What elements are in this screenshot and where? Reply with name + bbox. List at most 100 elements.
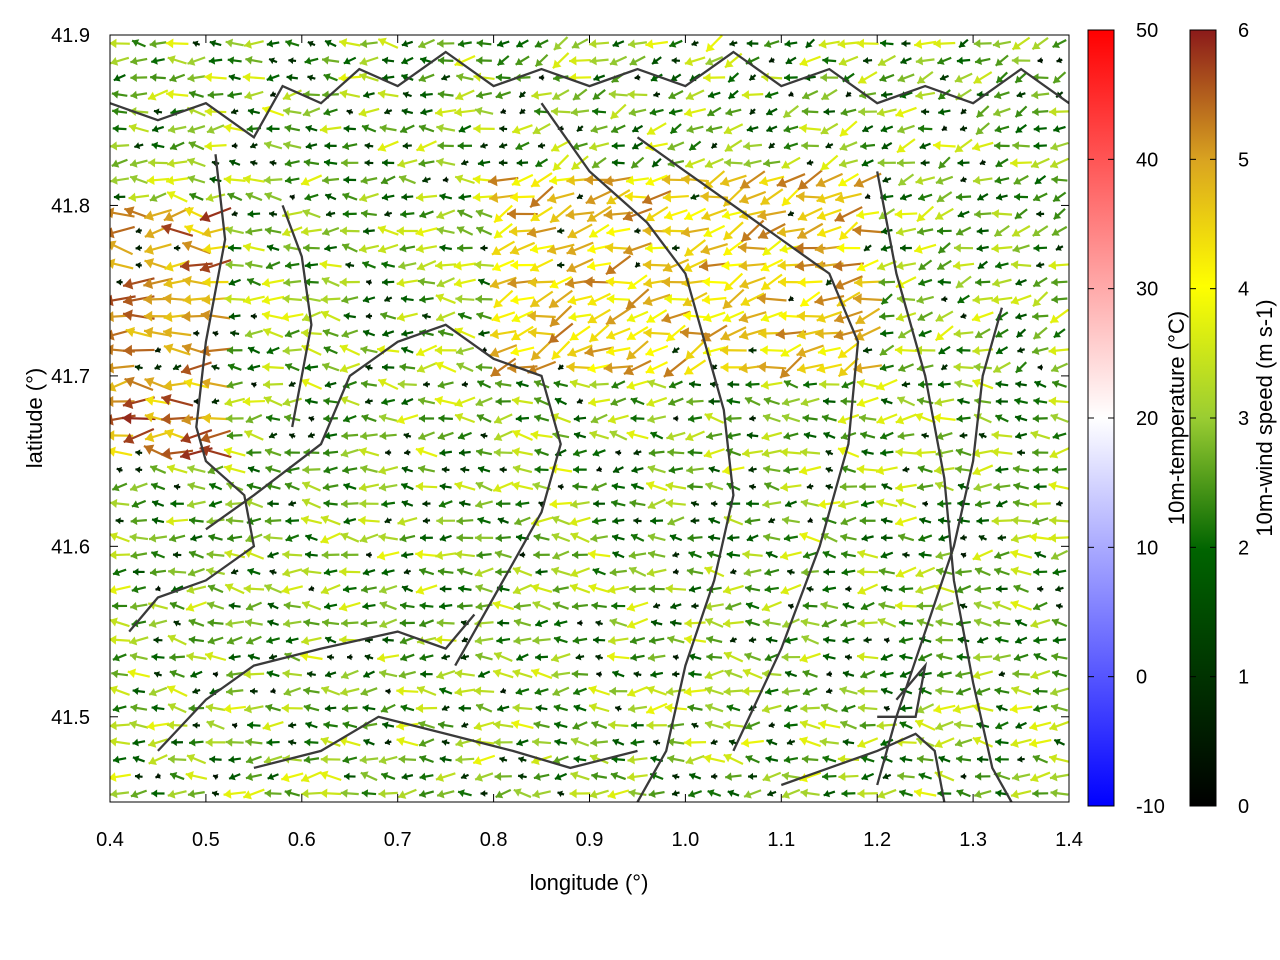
- wind-arrow: [384, 108, 393, 115]
- wind-arrow: [587, 292, 611, 306]
- wind-arrow: [245, 227, 263, 236]
- wind-arrow: [878, 567, 895, 576]
- wind-arrow: [856, 209, 880, 220]
- wind-arrow: [973, 39, 992, 49]
- wind-arrow: [629, 584, 646, 594]
- wind-arrow: [783, 142, 799, 151]
- wind-arrow: [796, 344, 824, 358]
- wind-arrow: [760, 258, 784, 272]
- wind-arrow: [880, 397, 893, 405]
- wind-arrow: [994, 176, 1010, 185]
- wind-arrow: [377, 225, 399, 236]
- wind-arrow: [418, 567, 435, 576]
- x-axis-label: longitude (°): [530, 870, 649, 895]
- wind-arrow: [973, 362, 992, 372]
- wind-arrow: [573, 431, 587, 440]
- wind-arrow: [247, 465, 261, 474]
- wind-arrow: [319, 124, 342, 134]
- wind-arrow: [863, 56, 873, 65]
- wind-arrow: [837, 341, 860, 359]
- wind-arrow: [591, 720, 608, 730]
- wind-arrow: [398, 174, 416, 185]
- wind-arrow: [899, 721, 913, 730]
- wind-arrow: [381, 278, 395, 287]
- wind-arrow: [971, 141, 994, 152]
- wind-arrow: [264, 789, 282, 798]
- wind-arrow: [573, 755, 587, 764]
- wind-arrow: [557, 261, 565, 269]
- wind-arrow: [473, 686, 495, 696]
- wind-arrow: [815, 172, 843, 188]
- wind-arrow: [415, 584, 438, 595]
- wind-arrow: [607, 414, 629, 425]
- wind-arrow: [955, 567, 972, 577]
- wind-arrow: [978, 432, 987, 440]
- wind-arrow: [667, 448, 685, 457]
- wind-arrow: [955, 670, 972, 679]
- wind-arrow: [825, 466, 834, 474]
- wind-arrow: [155, 585, 161, 592]
- wind-arrow: [955, 447, 972, 457]
- wind-arrow: [1052, 431, 1067, 440]
- wind-arrow: [457, 243, 473, 253]
- wind-arrow: [396, 736, 419, 747]
- wind-arrow: [596, 466, 602, 473]
- wind-arrow: [474, 260, 494, 270]
- wind-arrow: [916, 754, 934, 764]
- wind-arrow: [802, 414, 818, 423]
- wind-arrow: [992, 600, 1012, 611]
- wind-arrow: [382, 56, 395, 65]
- wind-arrow: [438, 687, 453, 695]
- wind-arrow: [360, 431, 378, 441]
- wind-arrow: [569, 325, 591, 342]
- wind-arrow: [663, 209, 688, 221]
- wind-arrow: [358, 515, 380, 526]
- wind-arrow: [1052, 71, 1067, 84]
- wind-arrow: [246, 448, 262, 457]
- wind-arrow: [991, 447, 1013, 457]
- wind-arrow: [763, 396, 780, 406]
- wind-arrow: [668, 90, 684, 100]
- wind-arrow: [1014, 414, 1028, 423]
- wind-arrow: [895, 566, 917, 578]
- wind-arrow: [960, 312, 967, 319]
- colorbar-tick-label: 6: [1238, 20, 1249, 42]
- wind-arrow: [1049, 515, 1069, 526]
- wind-arrow: [955, 226, 972, 236]
- wind-arrow: [123, 428, 155, 444]
- wind-arrow: [265, 465, 281, 474]
- wind-arrow: [533, 396, 550, 406]
- wind-arrow: [228, 278, 241, 287]
- wind-arrow: [744, 516, 761, 526]
- wind-arrow: [760, 345, 784, 356]
- wind-arrow: [973, 483, 993, 492]
- wind-arrow: [688, 772, 702, 780]
- wind-arrow: [857, 686, 878, 696]
- wind-arrow: [680, 226, 710, 238]
- wind-arrow: [552, 550, 570, 560]
- wind-arrow: [787, 603, 794, 610]
- wind-arrow: [762, 240, 782, 257]
- wind-arrow: [720, 344, 747, 356]
- wind-arrow: [725, 431, 741, 440]
- wind-arrow: [163, 343, 191, 356]
- wind-arrow: [129, 482, 148, 492]
- wind-arrow: [972, 294, 993, 305]
- wind-arrow: [955, 584, 972, 594]
- wind-arrow: [266, 124, 280, 133]
- wind-arrow: [651, 56, 662, 65]
- wind-arrow: [783, 125, 799, 134]
- wind-arrow: [399, 601, 415, 610]
- wind-arrow: [128, 123, 149, 133]
- wind-arrow: [223, 464, 246, 474]
- wind-arrow: [610, 397, 627, 407]
- wind-arrow: [799, 291, 821, 308]
- wind-arrow: [895, 498, 917, 509]
- wind-arrow: [875, 465, 898, 476]
- wind-arrow: [609, 103, 627, 120]
- wind-arrow: [153, 108, 163, 116]
- wind-arrow: [883, 705, 890, 712]
- wind-arrow: [746, 499, 759, 508]
- wind-arrow: [723, 272, 744, 292]
- wind-arrow: [551, 566, 571, 576]
